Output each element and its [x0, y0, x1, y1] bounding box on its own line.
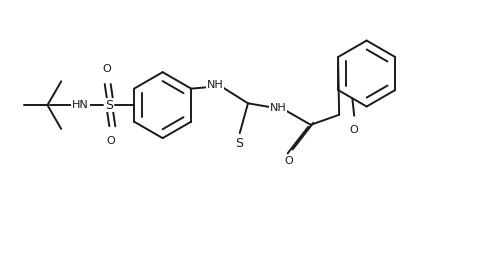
- Text: O: O: [283, 157, 292, 167]
- Text: O: O: [349, 125, 358, 135]
- Text: O: O: [107, 136, 115, 146]
- Text: NH: NH: [206, 80, 223, 90]
- Text: O: O: [102, 64, 111, 74]
- Text: S: S: [234, 137, 242, 150]
- Text: HN: HN: [72, 100, 89, 110]
- Text: NH: NH: [269, 103, 286, 113]
- Text: S: S: [105, 99, 113, 112]
